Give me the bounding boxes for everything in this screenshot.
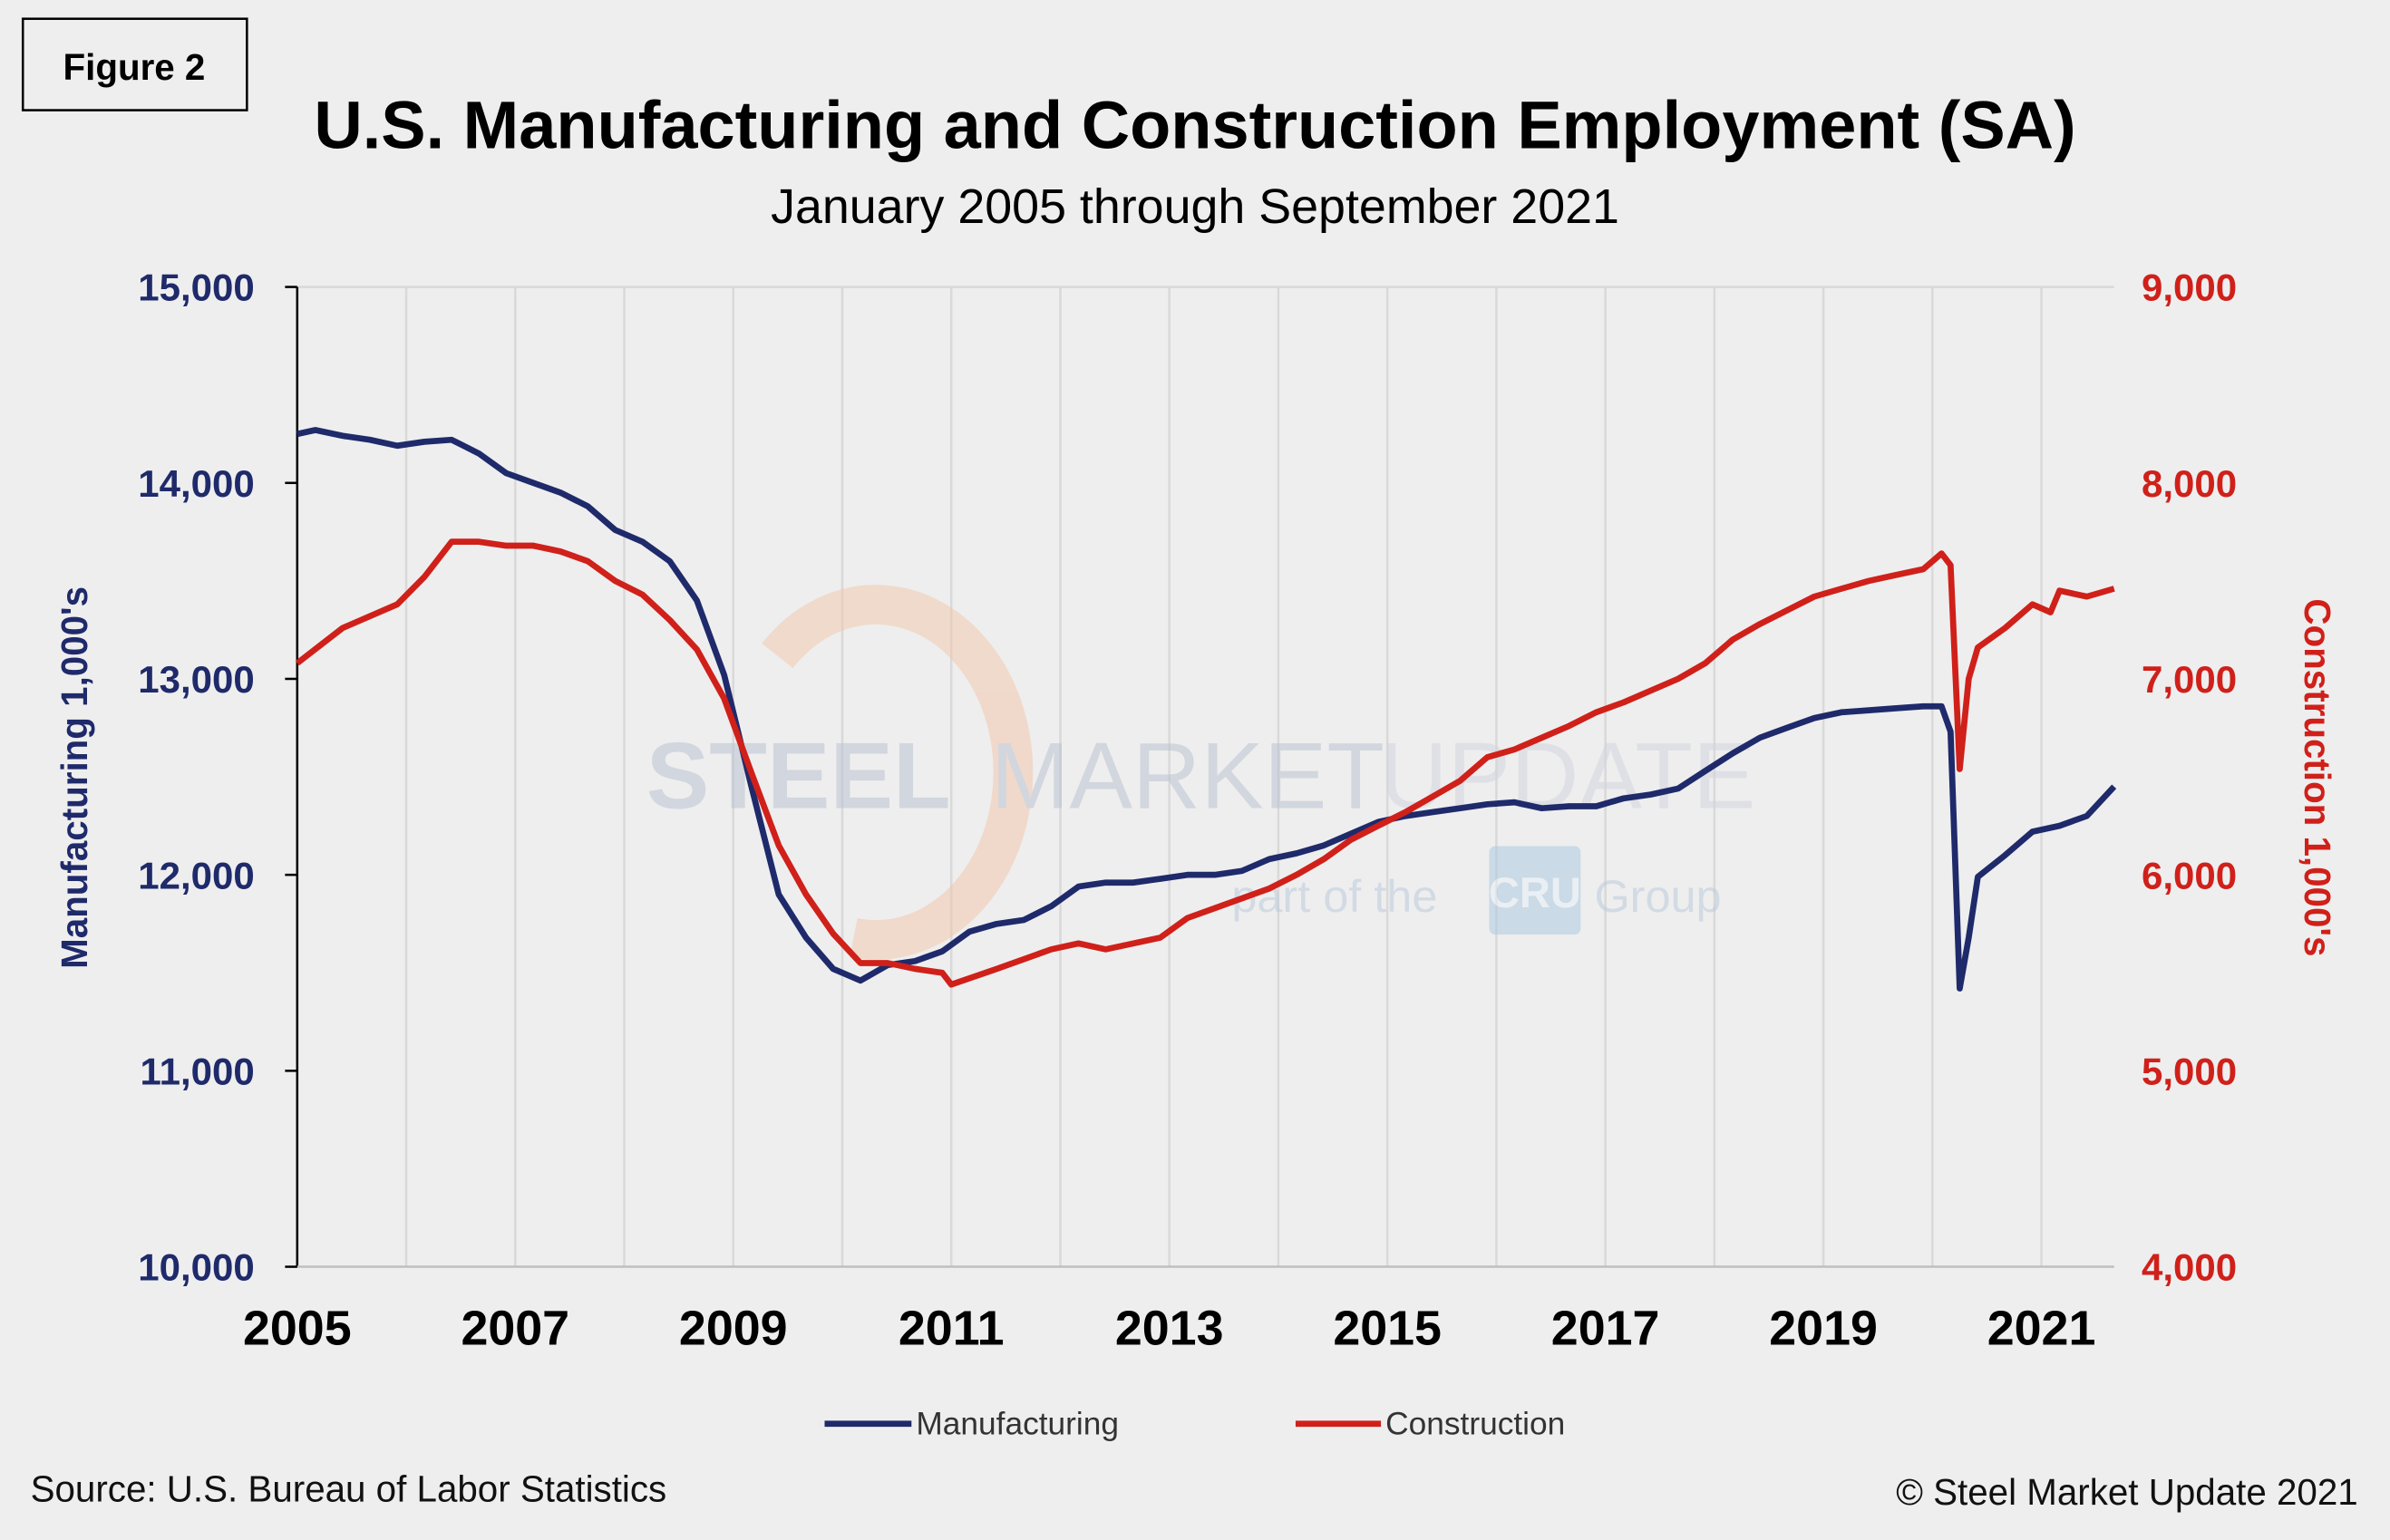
y-right-tick-label: 7,000 [2142,658,2237,701]
y-left-tick-label: 13,000 [138,658,255,701]
tick-labels: 10,000 11,000 12,000 13,000 14,000 15,000 4,00… [138,266,2237,1356]
legend: Manufacturing Construction [824,1406,1565,1441]
series-line-manufacturing [296,427,2117,992]
axes [296,286,2114,1268]
gridlines [296,286,2114,1267]
figure-label: Figure 2 [63,46,206,88]
y-left-tick-label: 10,000 [138,1246,255,1289]
legend-label-manufacturing: Manufacturing [916,1406,1119,1441]
x-tick-label: 2017 [1551,1301,1660,1355]
chart-title: U.S. Manufacturing and Construction Empl… [314,88,2075,163]
y-right-tick-label: 5,000 [2142,1050,2237,1092]
y-left-tick-label: 12,000 [138,854,255,896]
chart-subtitle: January 2005 through September 2021 [771,179,1619,234]
watermark-logo: STEEL MARKET UPDATE part of the CRU Grou… [646,585,1755,960]
y-left-tick-label: 11,000 [141,1050,255,1092]
y-right-tick-label: 6,000 [2142,854,2237,896]
y-axis-right-label: Construction 1,000's [2297,598,2338,956]
x-tick-label: 2015 [1333,1301,1442,1355]
y-left-tick-label: 14,000 [138,462,255,505]
y-right-tick-label: 4,000 [2142,1246,2237,1289]
x-tick-label: 2005 [243,1301,352,1355]
copyright-note: © Steel Market Update 2021 [1896,1471,2357,1513]
y-axis-left-label: Manufacturing 1,000's [53,586,95,969]
x-tick-label: 2013 [1115,1301,1224,1355]
y-right-tick-label: 8,000 [2142,462,2237,505]
svg-text:STEEL: STEEL [646,724,951,829]
svg-text:part of the: part of the [1231,870,1437,922]
svg-text:CRU: CRU [1489,868,1581,916]
x-tick-label: 2011 [899,1301,1005,1355]
svg-text:MARKET: MARKET [991,724,1384,829]
series-line-construction [295,538,2115,988]
figure-label-box: Figure 2 [21,17,248,111]
x-tick-label: 2009 [679,1301,788,1355]
y-left-tick-label: 15,000 [138,266,255,309]
series-lines [295,427,2117,992]
legend-label-construction: Construction [1385,1406,1565,1441]
source-note: Source: U.S. Bureau of Labor Statistics [31,1467,667,1509]
x-tick-label: 2019 [1769,1301,1878,1355]
svg-text:Group: Group [1594,870,1721,922]
x-tick-label: 2007 [461,1301,569,1355]
x-tick-label: 2021 [1987,1301,2096,1355]
y-right-tick-label: 9,000 [2142,266,2237,309]
